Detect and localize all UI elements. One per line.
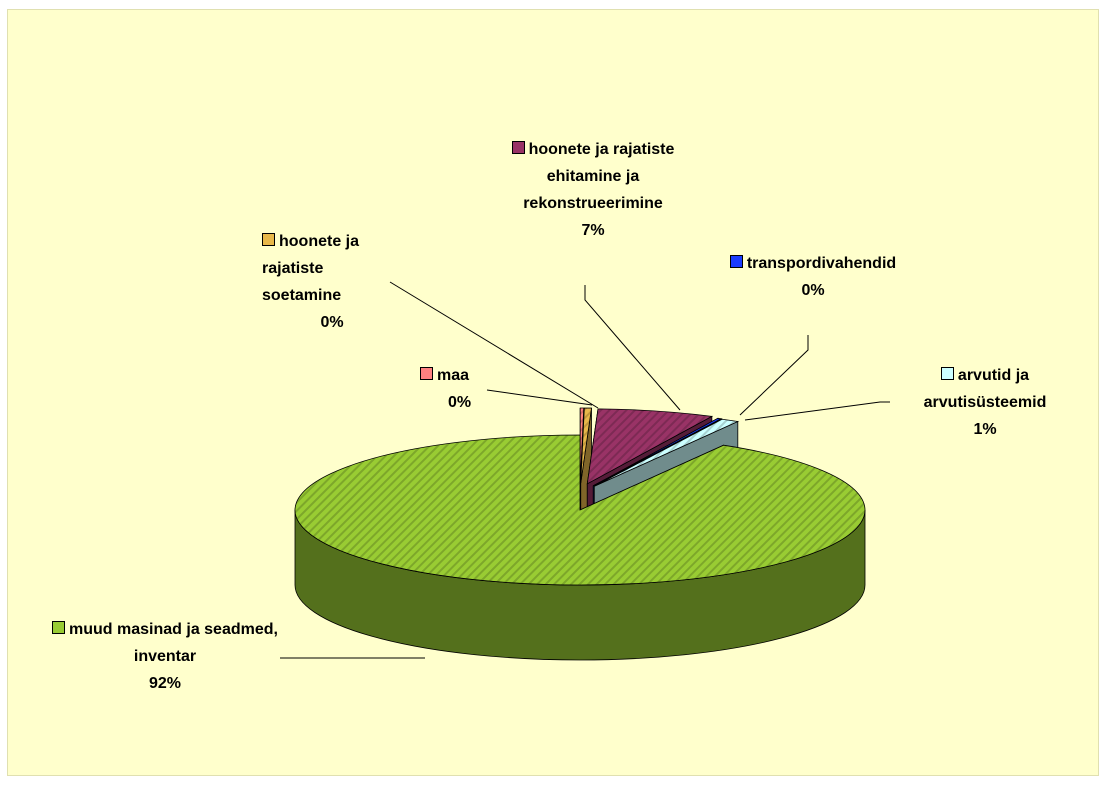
leader-line (739, 335, 809, 416)
leader-line (744, 401, 890, 421)
slice (580, 407, 592, 484)
slice (294, 434, 866, 661)
label-name: hoonete ja rajatiste ehitamine ja rekons… (523, 141, 675, 212)
legend-marker (729, 255, 743, 268)
label-value: 0% (448, 394, 472, 411)
label-name: muud masinad ja seadmed, inventar (69, 621, 278, 665)
data-label: hoonete ja rajatiste ehitamine ja rekons… (478, 136, 708, 244)
slice (294, 434, 866, 586)
data-label: muud masinad ja seadmed, inventar 92% (50, 616, 280, 697)
legend-marker (940, 367, 954, 380)
legend-marker (52, 621, 66, 634)
slice (594, 418, 740, 487)
slice (586, 408, 714, 485)
label-value: 92% (148, 675, 182, 692)
label-value: 0% (320, 314, 344, 331)
label-value: 7% (581, 222, 605, 239)
data-label: maa 0% (420, 362, 510, 416)
label-name: hoonete ja rajatiste soetamine (262, 233, 360, 304)
label-value: 1% (973, 421, 997, 438)
legend-marker (262, 233, 275, 246)
slice (579, 407, 585, 484)
data-label: hoonete ja rajatiste soetamine 0% (262, 228, 402, 336)
data-label: transpordivahendid 0% (704, 250, 922, 304)
legend-marker (420, 367, 433, 380)
leader-line (486, 389, 593, 406)
label-name: arvutid ja arvutisüsteemid (923, 367, 1047, 411)
legend-marker (511, 141, 525, 154)
label-name: maa (437, 367, 470, 384)
slice (593, 417, 723, 487)
label-value: 0% (801, 282, 825, 299)
data-label: arvutid ja arvutisüsteemid 1% (895, 362, 1075, 443)
leader-line (389, 281, 599, 409)
label-name: transpordivahendid (746, 255, 897, 272)
leader-line (584, 285, 681, 411)
